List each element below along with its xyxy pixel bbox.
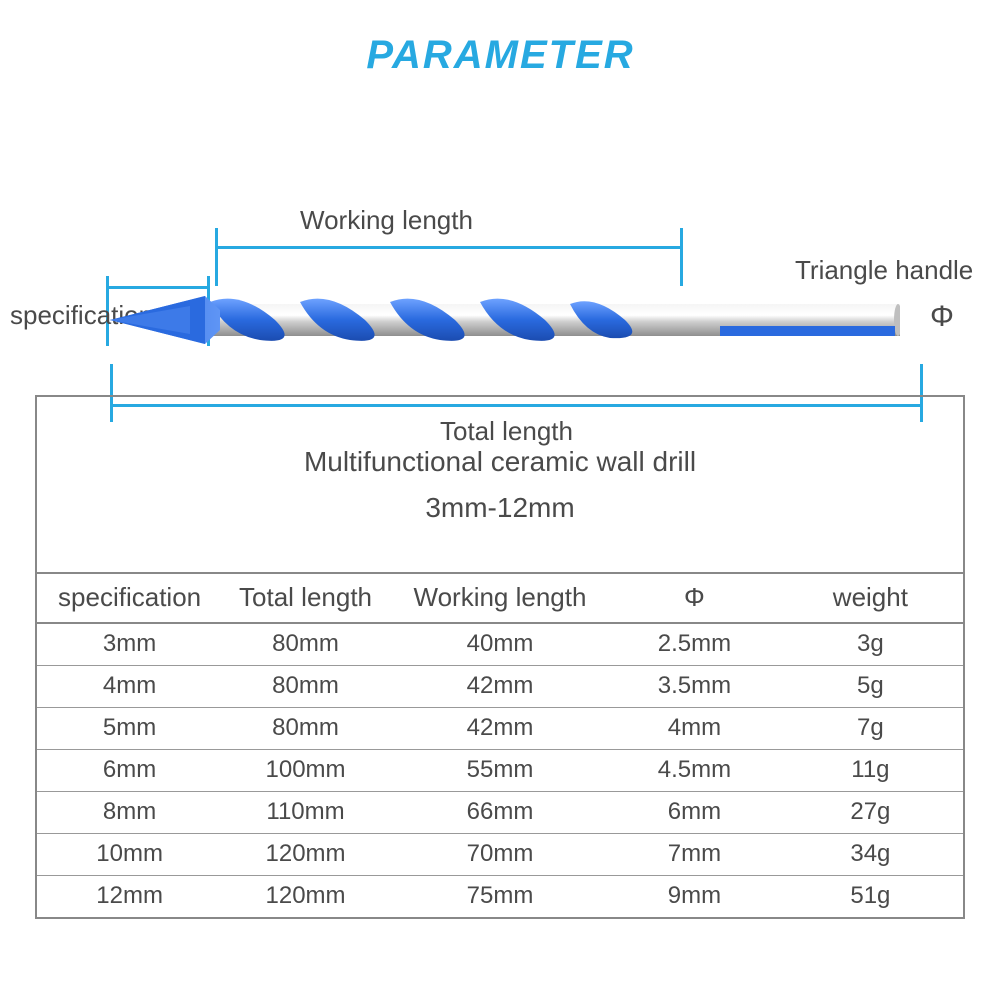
table-cell: 120mm bbox=[222, 876, 389, 918]
parameter-table-box: Multifunctional ceramic wall drill 3mm-1… bbox=[35, 395, 965, 919]
table-cell: 12mm bbox=[37, 876, 222, 918]
table-cell: 5mm bbox=[37, 708, 222, 750]
table-cell: 4.5mm bbox=[611, 750, 778, 792]
working-length-tick-left bbox=[215, 228, 218, 286]
working-length-line bbox=[215, 246, 680, 249]
table-cell: 100mm bbox=[222, 750, 389, 792]
table-cell: 55mm bbox=[389, 750, 611, 792]
table-cell: 42mm bbox=[389, 666, 611, 708]
working-length-label: Working length bbox=[300, 205, 473, 236]
table-cell: 6mm bbox=[611, 792, 778, 834]
table-cell: 6mm bbox=[37, 750, 222, 792]
table-cell: 9mm bbox=[611, 876, 778, 918]
table-header-cell: specification bbox=[37, 574, 222, 623]
table-cell: 11g bbox=[778, 750, 963, 792]
table-cell: 42mm bbox=[389, 708, 611, 750]
table-cell: 80mm bbox=[222, 666, 389, 708]
table-cell: 3mm bbox=[37, 623, 222, 666]
triangle-handle-label: Triangle handle bbox=[795, 255, 973, 286]
drill-bit-illustration bbox=[110, 290, 900, 350]
drill-diagram: Working length specification Triangle ha… bbox=[0, 100, 1001, 390]
table-cell: 120mm bbox=[222, 834, 389, 876]
table-cell: 80mm bbox=[222, 708, 389, 750]
parameter-table: specificationTotal lengthWorking lengthΦ… bbox=[37, 574, 963, 917]
table-cell: 3g bbox=[778, 623, 963, 666]
table-cell: 110mm bbox=[222, 792, 389, 834]
page-title: PARAMETER bbox=[0, 33, 1001, 78]
table-cell: 70mm bbox=[389, 834, 611, 876]
table-row: 4mm80mm42mm3.5mm5g bbox=[37, 666, 963, 708]
table-row: 6mm100mm55mm4.5mm11g bbox=[37, 750, 963, 792]
table-header-cell: Total length bbox=[222, 574, 389, 623]
table-cell: 2.5mm bbox=[611, 623, 778, 666]
table-cell: 3.5mm bbox=[611, 666, 778, 708]
table-cell: 34g bbox=[778, 834, 963, 876]
phi-symbol: Φ bbox=[930, 300, 954, 334]
table-row: 8mm110mm66mm6mm27g bbox=[37, 792, 963, 834]
table-cell: 40mm bbox=[389, 623, 611, 666]
table-cell: 7mm bbox=[611, 834, 778, 876]
table-header-row: specificationTotal lengthWorking lengthΦ… bbox=[37, 574, 963, 623]
spec-line bbox=[106, 286, 210, 289]
table-cell: 8mm bbox=[37, 792, 222, 834]
table-row: 5mm80mm42mm4mm7g bbox=[37, 708, 963, 750]
table-header-cell: weight bbox=[778, 574, 963, 623]
table-cell: 27g bbox=[778, 792, 963, 834]
table-cell: 10mm bbox=[37, 834, 222, 876]
table-cell: 7g bbox=[778, 708, 963, 750]
table-title-line2: 3mm-12mm bbox=[425, 492, 574, 524]
table-header-cell: Working length bbox=[389, 574, 611, 623]
table-cell: 4mm bbox=[37, 666, 222, 708]
table-cell: 80mm bbox=[222, 623, 389, 666]
table-header-cell: Φ bbox=[611, 574, 778, 623]
working-length-tick-right bbox=[680, 228, 683, 286]
table-row: 3mm80mm40mm2.5mm3g bbox=[37, 623, 963, 666]
table-cell: 51g bbox=[778, 876, 963, 918]
table-row: 10mm120mm70mm7mm34g bbox=[37, 834, 963, 876]
table-row: 12mm120mm75mm9mm51g bbox=[37, 876, 963, 918]
table-cell: 4mm bbox=[611, 708, 778, 750]
table-cell: 75mm bbox=[389, 876, 611, 918]
table-title: Multifunctional ceramic wall drill 3mm-1… bbox=[37, 397, 963, 574]
table-cell: 66mm bbox=[389, 792, 611, 834]
table-title-line1: Multifunctional ceramic wall drill bbox=[304, 446, 696, 478]
table-cell: 5g bbox=[778, 666, 963, 708]
